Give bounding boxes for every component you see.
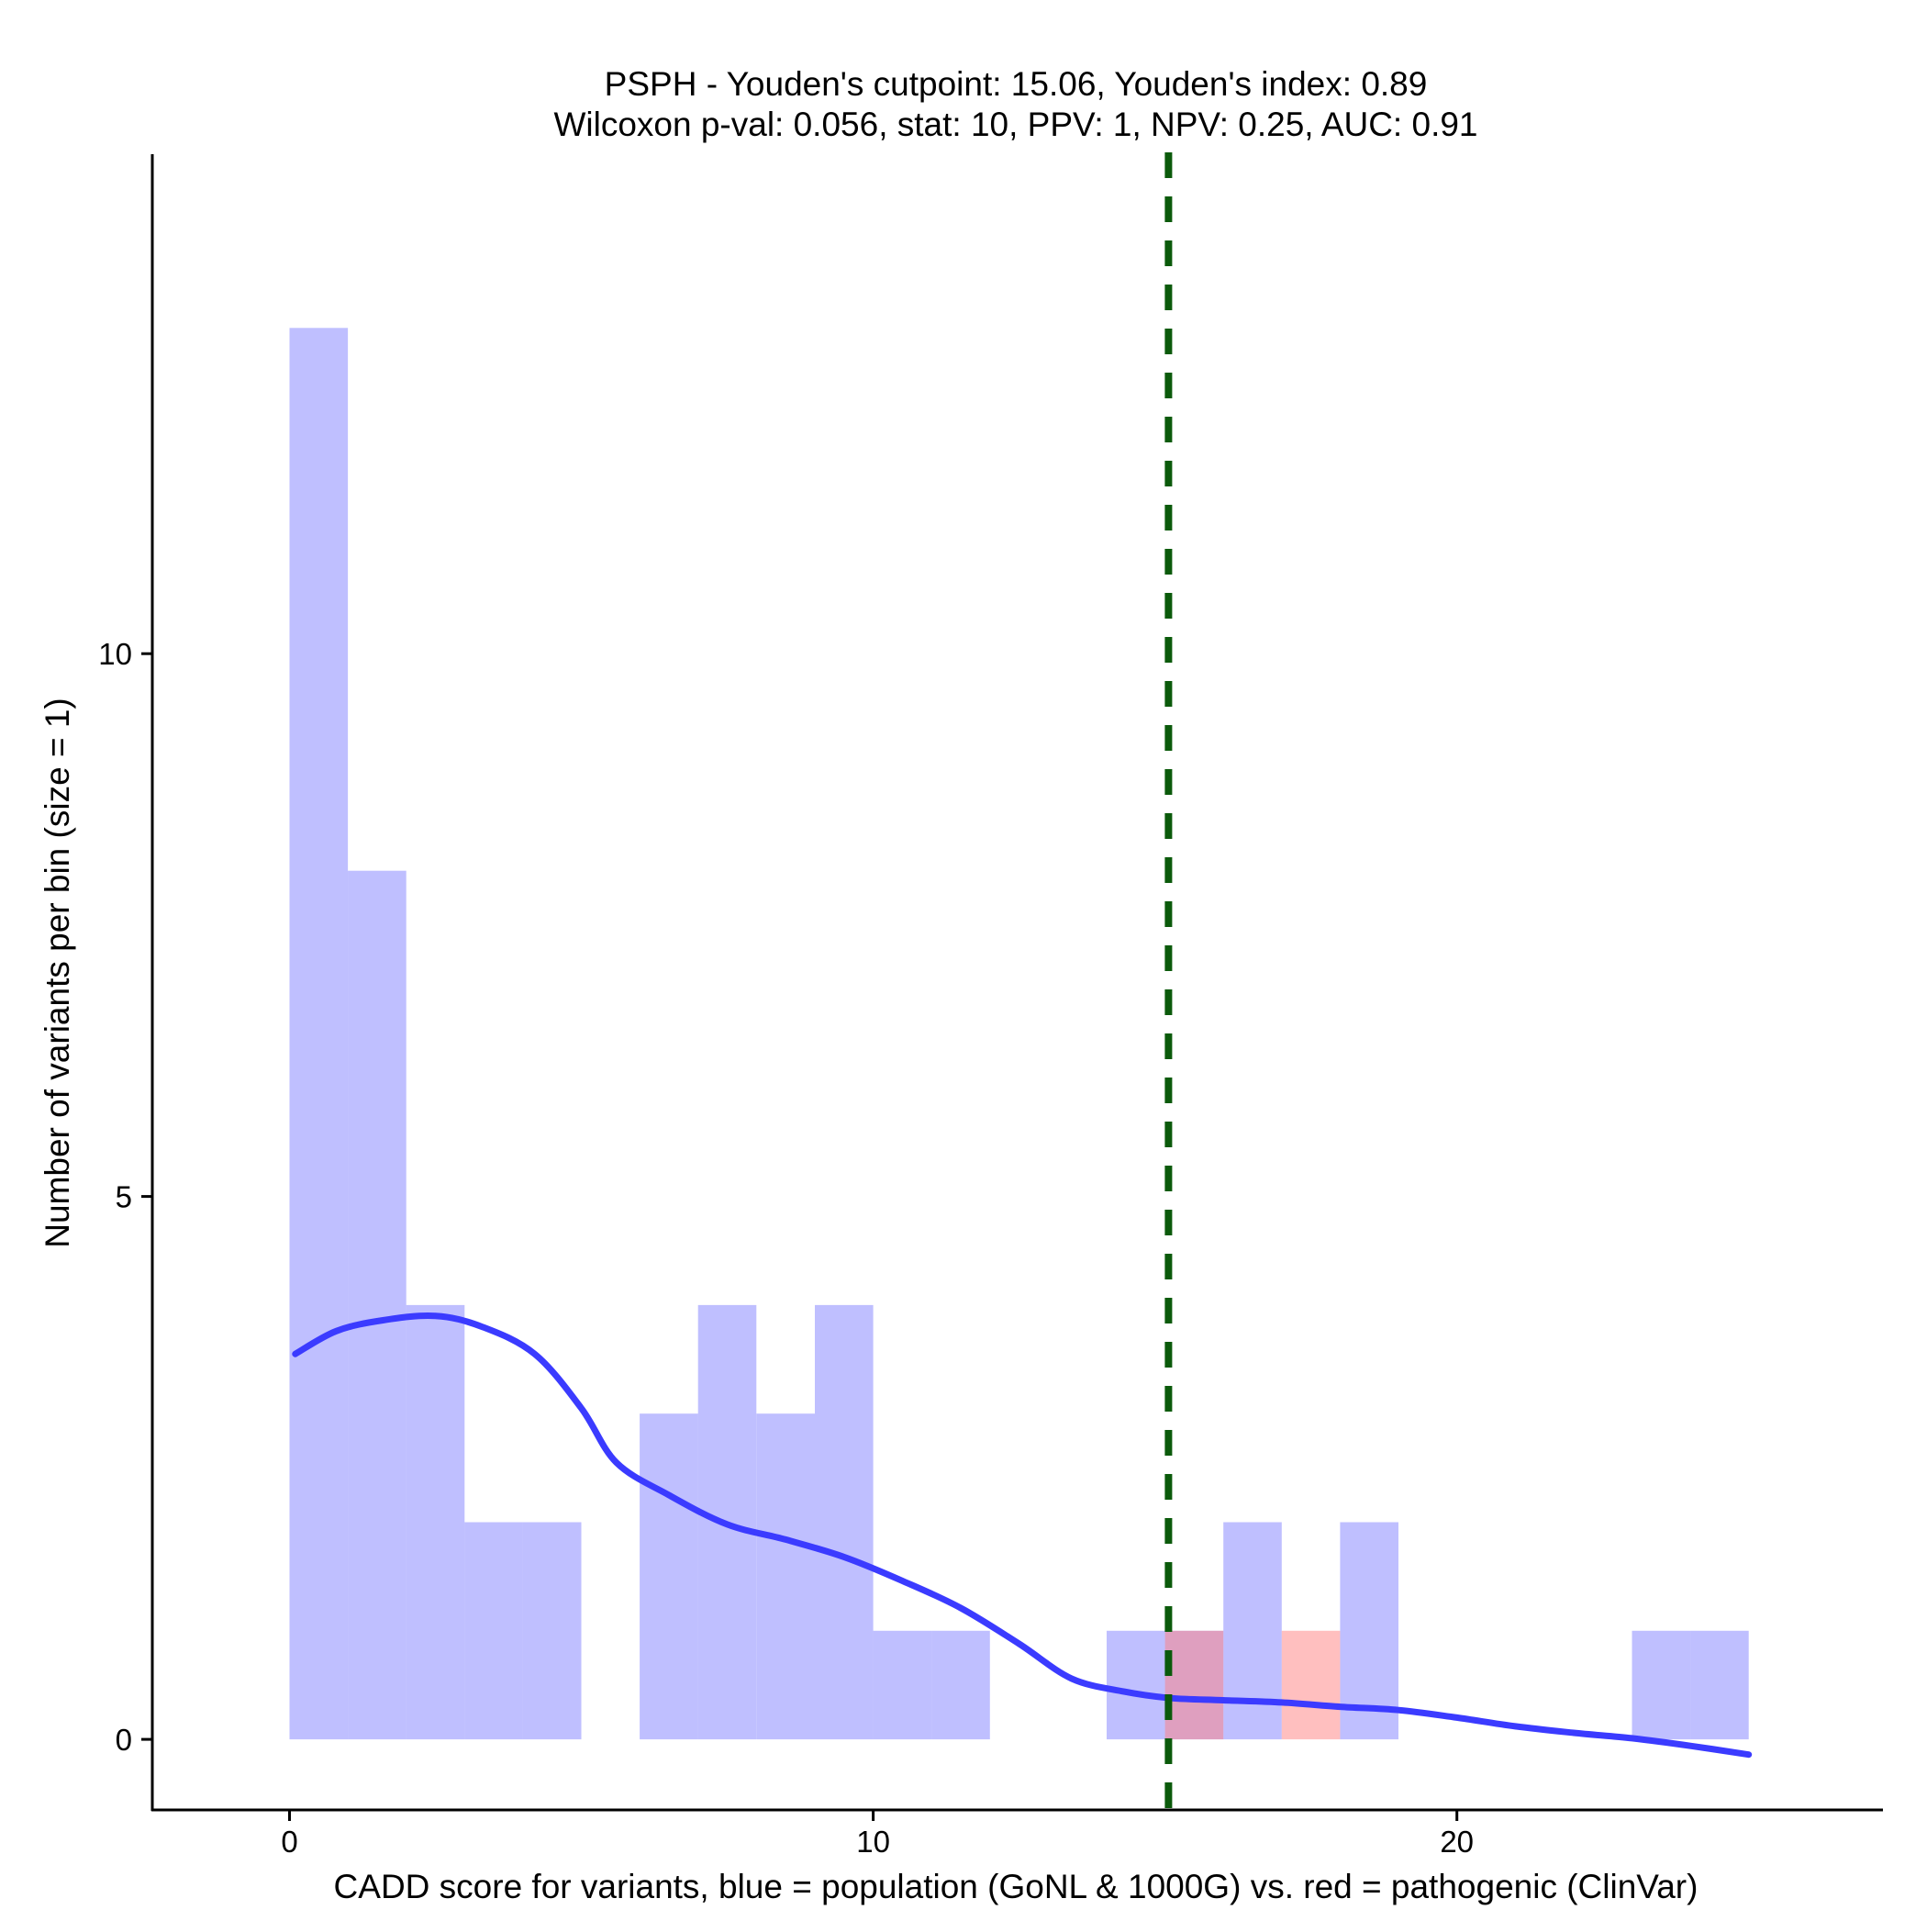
y-tick-label-5: 5 (116, 1180, 132, 1214)
chart-title-line2: Wilcoxon p-val: 0.056, stat: 10, PPV: 1,… (553, 106, 1477, 143)
population-bar-10 (873, 1630, 932, 1740)
y-tick-label-10: 10 (98, 637, 132, 671)
population-bar-1 (348, 870, 407, 1740)
y-axis-ticks: 0 5 10 (98, 637, 152, 1757)
population-bar-8 (756, 1413, 815, 1740)
density-curve-line (292, 1312, 1753, 1759)
population-bar-24 (1690, 1630, 1749, 1740)
population-bar-9 (815, 1304, 874, 1740)
chart-title-line1: PSPH - Youden's cutpoint: 15.06, Youden'… (605, 65, 1428, 103)
x-tick-label-10: 10 (856, 1825, 890, 1859)
population-bar-23 (1632, 1630, 1691, 1740)
population-bar-4 (522, 1522, 582, 1740)
pathogenic-bars (1164, 1630, 1341, 1740)
x-axis-ticks: 0 10 20 (281, 1810, 1474, 1859)
population-bar-2 (406, 1304, 465, 1740)
x-tick-label-20: 20 (1440, 1825, 1474, 1859)
population-bar-14 (1107, 1630, 1165, 1740)
x-axis-title: CADD score for variants, blue = populati… (334, 1868, 1699, 1905)
y-tick-label-0: 0 (116, 1723, 132, 1757)
y-axis-title: Number of variants per bin (size = 1) (39, 698, 76, 1247)
population-bar-11 (931, 1630, 990, 1740)
population-bar-6 (640, 1413, 698, 1740)
x-tick-label-0: 0 (281, 1825, 297, 1859)
population-bar-3 (464, 1522, 523, 1740)
population-bar-16 (1223, 1522, 1282, 1740)
population-bars (289, 328, 1749, 1740)
density-curve-layer (292, 1312, 1753, 1759)
pathogenic-bar-15 (1164, 1630, 1224, 1740)
population-bar-18 (1340, 1522, 1398, 1740)
population-bar-0 (289, 328, 349, 1740)
pathogenic-bar-17 (1281, 1630, 1341, 1740)
